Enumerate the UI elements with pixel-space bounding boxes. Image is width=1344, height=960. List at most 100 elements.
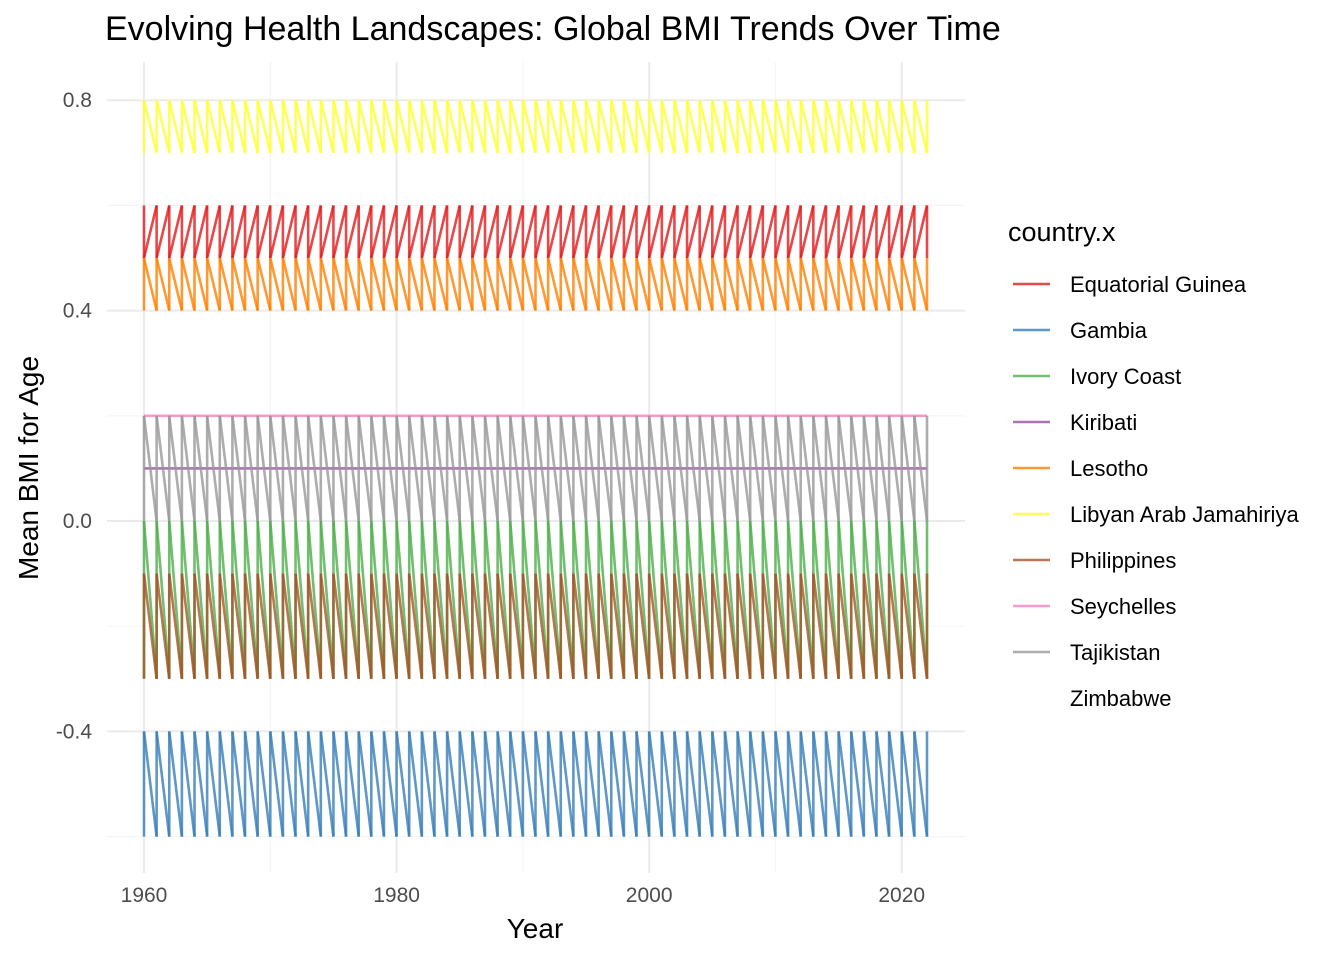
series-connector	[609, 573, 626, 679]
series-connector	[370, 573, 386, 679]
series-connector	[786, 257, 802, 311]
series-connector	[167, 257, 184, 311]
series-connector	[193, 257, 209, 311]
series-connector	[723, 257, 739, 311]
series-connector	[913, 731, 929, 837]
series-connector	[306, 257, 323, 311]
series-connector	[660, 573, 676, 679]
series-connector	[142, 99, 158, 154]
series-connector	[748, 205, 765, 259]
series-connector	[231, 99, 247, 154]
series-connector	[610, 205, 626, 259]
series-connector	[319, 257, 335, 311]
series-connector	[256, 731, 272, 837]
series-connector	[761, 415, 777, 522]
series-connector	[243, 731, 259, 837]
legend-label: Tajikistan	[1070, 640, 1160, 665]
series-connector	[887, 99, 904, 154]
series-connector	[837, 99, 853, 154]
series-connector	[218, 257, 234, 311]
series-connector	[635, 205, 651, 259]
series-connector	[382, 573, 398, 679]
series-connector	[824, 99, 840, 154]
series-connector	[824, 731, 840, 837]
x-axis-title: Year	[507, 913, 564, 944]
series-connector	[849, 99, 866, 154]
series-connector	[572, 415, 588, 522]
series-connector	[306, 573, 323, 679]
series-connector	[243, 257, 259, 311]
series-connector	[736, 99, 752, 154]
series-connector	[887, 415, 904, 522]
series-connector	[319, 573, 335, 679]
series-connector	[761, 573, 777, 679]
series-connector	[698, 205, 714, 259]
series-connector	[357, 205, 373, 259]
series-connector	[205, 573, 222, 679]
series-connector	[685, 573, 701, 679]
series-connector	[420, 205, 436, 259]
series-connector	[382, 415, 398, 522]
series-connector	[508, 99, 525, 154]
series-connector	[306, 205, 323, 259]
series-connector	[458, 415, 474, 522]
series-connector	[357, 99, 373, 154]
series-connector	[407, 257, 424, 311]
series-connector	[231, 415, 247, 522]
series-connector	[370, 205, 386, 259]
series-line	[142, 415, 929, 522]
series-connector	[799, 205, 815, 259]
series-connector	[875, 205, 891, 259]
series-connector	[774, 573, 790, 679]
legend-item: Lesotho	[1013, 456, 1148, 481]
series-connector	[357, 257, 373, 311]
series-connector	[155, 573, 171, 679]
series-connector	[837, 731, 853, 837]
x-tick-label: 2020	[878, 884, 925, 907]
series-connector	[508, 205, 525, 259]
legend: Equatorial Guinea Gambia Ivory Coast Kiriba…	[1013, 272, 1299, 711]
series-connector	[812, 257, 828, 311]
series-connector	[445, 415, 462, 522]
series-connector	[458, 257, 474, 311]
series-connector	[231, 573, 247, 679]
legend-label: Philippines	[1070, 548, 1176, 573]
legend-label: Gambia	[1070, 318, 1148, 343]
series-connector	[218, 205, 234, 259]
series-connector	[458, 573, 474, 679]
series-connector	[344, 99, 360, 154]
series-connector	[736, 415, 752, 522]
series-connector	[913, 205, 929, 259]
series-connector	[660, 205, 676, 259]
legend-label: Seychelles	[1070, 594, 1176, 619]
series-connector	[875, 257, 891, 311]
series-connector	[319, 205, 335, 259]
series-connector	[155, 99, 171, 154]
series-connector	[761, 731, 777, 837]
series-connector	[483, 415, 499, 522]
series-connector	[849, 415, 866, 522]
series-connector	[332, 731, 348, 837]
series-connector	[597, 415, 613, 522]
series-connector	[433, 205, 449, 259]
series-connector	[824, 205, 840, 259]
series-line	[142, 573, 929, 679]
series-connector	[597, 257, 613, 311]
series-connector	[395, 731, 411, 837]
series-connector	[496, 415, 512, 522]
series-connector	[483, 257, 499, 311]
legend-item: Equatorial Guinea	[1013, 272, 1247, 297]
series-connector	[243, 573, 259, 679]
series-connector	[370, 731, 386, 837]
series-connector	[231, 257, 247, 311]
series-connector	[534, 415, 550, 522]
series-connector	[395, 99, 411, 154]
series-connector	[862, 573, 878, 679]
series-connector	[761, 205, 777, 259]
series-connector	[546, 415, 563, 522]
series-connector	[761, 257, 777, 311]
series-connector	[711, 731, 727, 837]
series-connector	[597, 573, 613, 679]
series-connector	[243, 415, 259, 522]
series-connector	[142, 573, 158, 679]
